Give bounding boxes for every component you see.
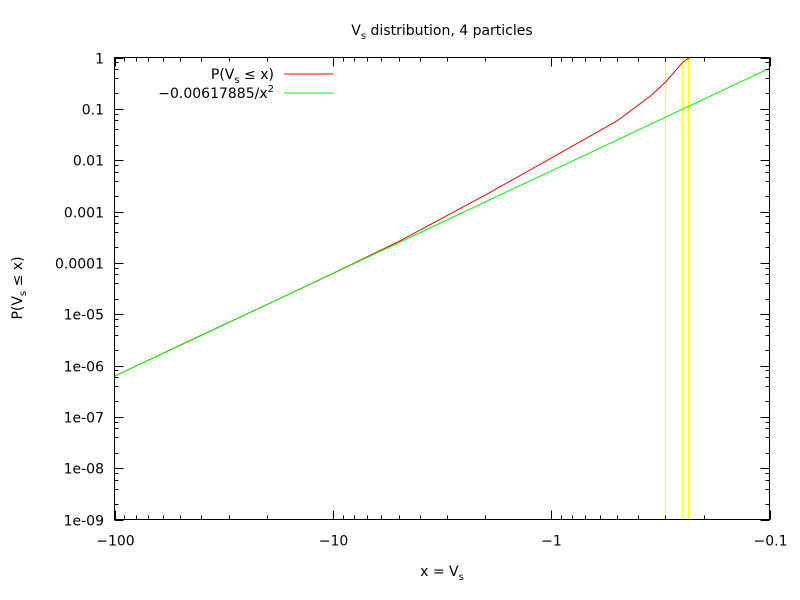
y-tick-label: 1e-08 bbox=[64, 462, 104, 478]
legend: P(Vs ≤ x) −0.00617885/x2 bbox=[158, 67, 333, 102]
y-tick-label: 0.0001 bbox=[55, 257, 104, 273]
x-tick-label: −1 bbox=[541, 534, 562, 550]
y-tick-label: 0.1 bbox=[82, 103, 104, 119]
chart-title: Vs distribution, 4 particles bbox=[351, 23, 532, 42]
series-layer bbox=[114, 57, 770, 377]
axis-ticks: 1 0.1 0.01 0.001 0.0001 1e-05 1e-06 1e-07 1e-08 1… bbox=[55, 52, 788, 550]
x-axis-label: x = Vs bbox=[420, 564, 464, 583]
series-line-1 bbox=[114, 57, 691, 377]
y-tick-label: 1e-06 bbox=[64, 360, 104, 376]
y-axis-label: P(Vs ≤ x) bbox=[10, 256, 29, 319]
x-tick-label: −10 bbox=[319, 534, 349, 550]
y-tick-label: 1e-09 bbox=[64, 514, 104, 530]
y-tick-label: 1e-05 bbox=[64, 308, 104, 324]
y-tick-label: 1 bbox=[95, 52, 104, 68]
legend-label-series-2: −0.00617885/x2 bbox=[158, 84, 274, 102]
y-tick-label: 1e-07 bbox=[64, 411, 104, 427]
vertical-markers bbox=[664, 57, 689, 520]
y-tick-label: 0.01 bbox=[73, 154, 104, 170]
plot-frame bbox=[114, 57, 770, 520]
series-line-2 bbox=[114, 67, 770, 377]
x-tick-label: −0.1 bbox=[754, 534, 788, 550]
y-tick-label: 0.001 bbox=[64, 206, 104, 222]
legend-label-series-1: P(Vs ≤ x) bbox=[211, 67, 274, 86]
x-tick-label: −100 bbox=[96, 534, 134, 550]
